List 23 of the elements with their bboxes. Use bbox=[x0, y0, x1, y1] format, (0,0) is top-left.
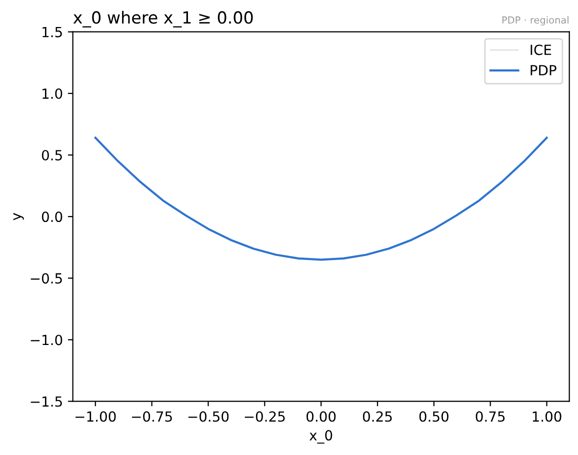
y-tick-label: 1.5 bbox=[42, 27, 62, 38]
chart-title: x_0 where x_1 ≥ 0.00 bbox=[73, 10, 253, 28]
x-tick-label: 0.00 bbox=[306, 411, 336, 422]
y-tick-label: 0.0 bbox=[42, 212, 62, 222]
y-tick-label: 0.5 bbox=[42, 150, 62, 160]
y-tick-label: −1.0 bbox=[30, 334, 62, 346]
x-tick-label: 0.50 bbox=[419, 411, 448, 422]
x-tick-label: −0.25 bbox=[244, 411, 285, 422]
legend-label: ICE bbox=[530, 44, 552, 56]
x-tick-label: −0.50 bbox=[188, 411, 229, 422]
line-series bbox=[94, 136, 548, 261]
x-tick-label: −0.75 bbox=[132, 411, 172, 422]
x-axis-title: x_0 bbox=[309, 430, 332, 444]
x-tick-label: 0.25 bbox=[362, 411, 392, 422]
y-axis-title: y bbox=[13, 212, 24, 220]
y-tick-label: −1.5 bbox=[30, 396, 62, 407]
legend-label: PDP bbox=[530, 65, 556, 76]
text: PDP · regional bbox=[502, 16, 568, 26]
x-tick-label: 1.00 bbox=[532, 411, 562, 422]
x-tick-label: −1.00 bbox=[76, 411, 116, 422]
y-tick-label: −0.5 bbox=[30, 273, 62, 284]
x-tick-label: 0.75 bbox=[476, 411, 505, 422]
y-tick-label: 1.0 bbox=[42, 88, 62, 99]
